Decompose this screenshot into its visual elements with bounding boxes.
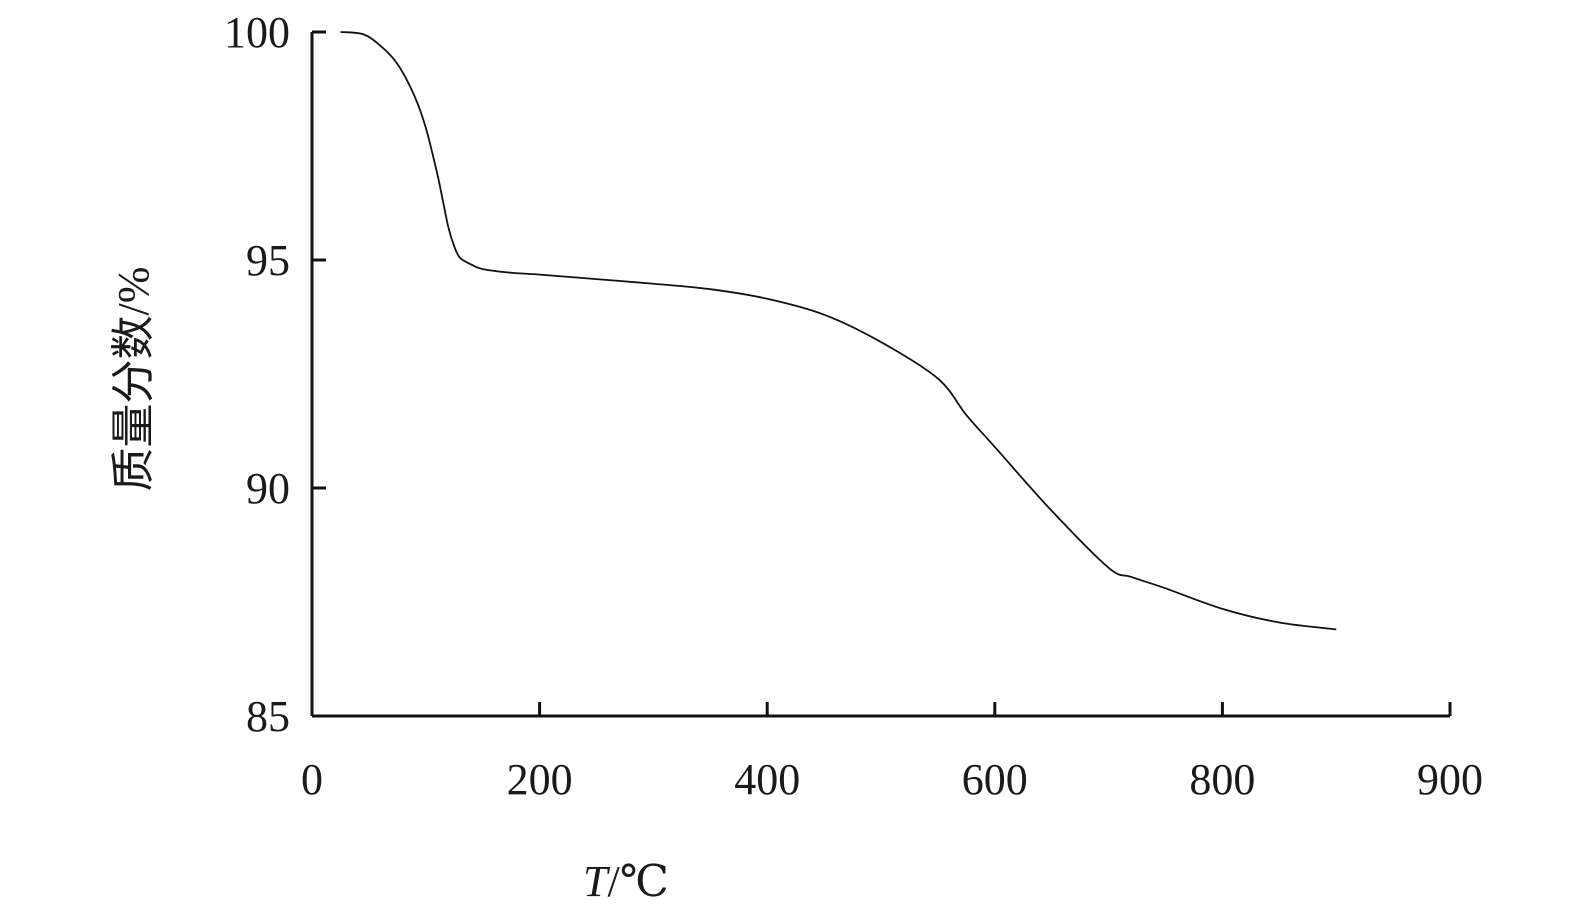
x-axis-label: T/℃ bbox=[583, 857, 669, 906]
x-tick-label: 900 bbox=[1417, 755, 1483, 804]
y-tick-label: 90 bbox=[246, 464, 290, 513]
y-tick-label: 100 bbox=[224, 8, 290, 57]
x-axis: 0 200 400 600 800 900 bbox=[301, 702, 1483, 804]
y-tick-label: 85 bbox=[246, 692, 290, 741]
x-axis-label-unit: /℃ bbox=[608, 857, 669, 906]
x-tick-label: 600 bbox=[962, 755, 1028, 804]
series-group bbox=[340, 31, 1337, 631]
y-tick-label: 95 bbox=[246, 236, 290, 285]
x-tick-label: 400 bbox=[734, 755, 800, 804]
y-axis-label: 质量分数/% bbox=[109, 267, 158, 492]
x-tick-label: 0 bbox=[301, 755, 323, 804]
series-line-mass-fraction bbox=[340, 31, 1337, 631]
x-tick-label: 200 bbox=[507, 755, 573, 804]
x-tick-label: 800 bbox=[1189, 755, 1255, 804]
x-axis-label-variable: T bbox=[583, 857, 611, 906]
y-axis: 85 90 95 100 bbox=[224, 8, 326, 741]
